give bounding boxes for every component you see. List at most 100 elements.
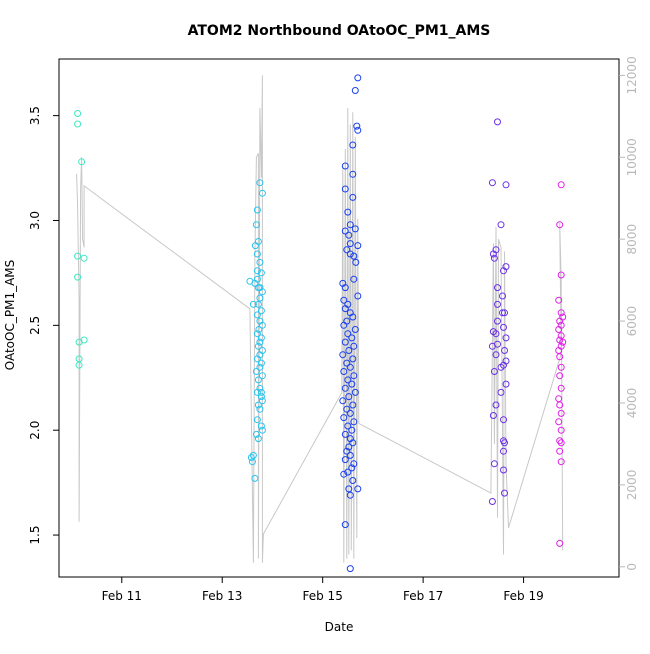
data-point-series-3 xyxy=(500,466,507,474)
data-point-series-3 xyxy=(494,300,501,308)
y-tick-label: 1.5 xyxy=(28,526,42,545)
data-point-series-2 xyxy=(352,258,360,266)
data-point-series-4 xyxy=(557,439,565,447)
data-point-series-1 xyxy=(253,275,261,283)
data-point-series-1 xyxy=(253,416,261,424)
data-point-series-1 xyxy=(257,422,265,430)
data-point-series-2 xyxy=(341,284,349,292)
data-point-series-2 xyxy=(343,447,351,455)
data-point-series-3 xyxy=(494,284,501,292)
data-point-series-2 xyxy=(343,405,351,413)
data-point-series-3 xyxy=(488,342,496,350)
data-point-series-0 xyxy=(74,252,82,260)
data-point-series-1 xyxy=(256,338,264,346)
data-point-series-4 xyxy=(555,418,563,426)
data-point-series-2 xyxy=(349,355,357,363)
data-point-series-3 xyxy=(499,309,506,317)
data-point-series-1 xyxy=(252,430,260,438)
data-point-series-2 xyxy=(348,464,356,472)
data-point-series-1 xyxy=(249,300,257,308)
data-point-series-2 xyxy=(348,334,356,342)
data-point-series-1 xyxy=(258,372,266,380)
data-point-series-4 xyxy=(557,384,565,392)
data-point-series-4 xyxy=(556,437,564,445)
data-point-series-3 xyxy=(501,489,508,497)
data-point-series-1 xyxy=(257,359,265,367)
data-point-series-3 xyxy=(489,412,497,419)
data-point-series-2 xyxy=(344,208,352,216)
y-axis-label: OAtoOC_PM1_AMS xyxy=(3,260,17,371)
data-point-series-2 xyxy=(348,426,356,434)
plot-area-box xyxy=(58,58,620,578)
data-point-series-2 xyxy=(354,485,362,493)
data-point-series-2 xyxy=(349,439,357,447)
data-point-series-4 xyxy=(557,426,565,434)
data-point-series-1 xyxy=(253,388,261,396)
data-point-series-0 xyxy=(74,273,82,281)
data-point-series-4 xyxy=(556,539,564,547)
data-point-series-1 xyxy=(258,321,266,329)
data-point-series-1 xyxy=(253,206,261,214)
data-point-series-1 xyxy=(252,221,260,229)
data-point-series-3 xyxy=(500,416,507,424)
data-point-series-4 xyxy=(555,326,563,333)
data-point-series-0 xyxy=(74,120,82,128)
data-point-series-3 xyxy=(501,439,508,447)
data-point-series-1 xyxy=(252,368,260,375)
data-point-series-2 xyxy=(345,443,353,451)
data-point-series-2 xyxy=(346,240,354,248)
data-point-series-2 xyxy=(349,313,357,321)
data-point-series-2 xyxy=(341,384,349,392)
data-point-series-4 xyxy=(555,296,563,304)
data-point-series-2 xyxy=(349,193,357,201)
data-point-series-1 xyxy=(248,458,256,466)
y-tick-label: 3.5 xyxy=(28,106,42,125)
data-point-series-3 xyxy=(492,330,500,338)
data-points xyxy=(74,74,567,573)
data-point-series-1 xyxy=(251,242,259,250)
data-point-series-2 xyxy=(354,74,362,82)
data-point-series-2 xyxy=(339,351,347,359)
data-point-series-1 xyxy=(256,179,264,187)
x-axis: Feb 11 Feb 13 Feb 15 Feb 17 Feb 19 xyxy=(102,577,544,603)
secondary-series-line xyxy=(76,75,564,563)
y2-tick-label: 0 xyxy=(625,563,639,571)
data-point-series-3 xyxy=(500,267,507,275)
data-point-series-2 xyxy=(350,372,358,380)
data-point-series-3 xyxy=(501,347,508,354)
x-tick-label: Feb 13 xyxy=(202,589,242,603)
data-point-series-2 xyxy=(341,227,349,235)
data-point-series-2 xyxy=(346,409,354,417)
data-point-series-3 xyxy=(500,323,507,331)
data-point-series-1 xyxy=(257,334,265,342)
data-point-series-0 xyxy=(75,338,83,346)
data-point-series-4 xyxy=(557,409,565,417)
data-point-series-1 xyxy=(253,355,261,363)
secondary-series-path xyxy=(76,75,564,563)
data-point-series-2 xyxy=(341,338,349,346)
x-tick-label: Feb 19 xyxy=(503,589,543,603)
data-point-series-2 xyxy=(346,565,354,573)
x-axis-label: Date xyxy=(325,620,354,634)
data-point-series-2 xyxy=(343,359,351,367)
data-point-series-2 xyxy=(343,246,351,254)
data-point-series-1 xyxy=(253,250,261,258)
data-point-series-1 xyxy=(257,269,265,277)
data-point-series-3 xyxy=(492,351,500,359)
data-point-series-1 xyxy=(258,397,266,405)
y-axis: 1.5 2.0 2.5 3.0 3.5 xyxy=(28,106,59,545)
y-tick-label: 2.0 xyxy=(28,421,42,440)
data-point-series-1 xyxy=(254,401,262,409)
data-point-series-2 xyxy=(346,363,354,371)
data-point-series-1 xyxy=(256,363,264,371)
data-point-series-2 xyxy=(344,330,352,338)
data-point-series-2 xyxy=(344,422,352,430)
data-point-series-2 xyxy=(350,342,358,350)
data-point-series-2 xyxy=(351,87,359,94)
data-point-series-3 xyxy=(499,292,506,300)
data-point-series-4 xyxy=(557,332,565,340)
data-point-series-2 xyxy=(351,388,359,396)
